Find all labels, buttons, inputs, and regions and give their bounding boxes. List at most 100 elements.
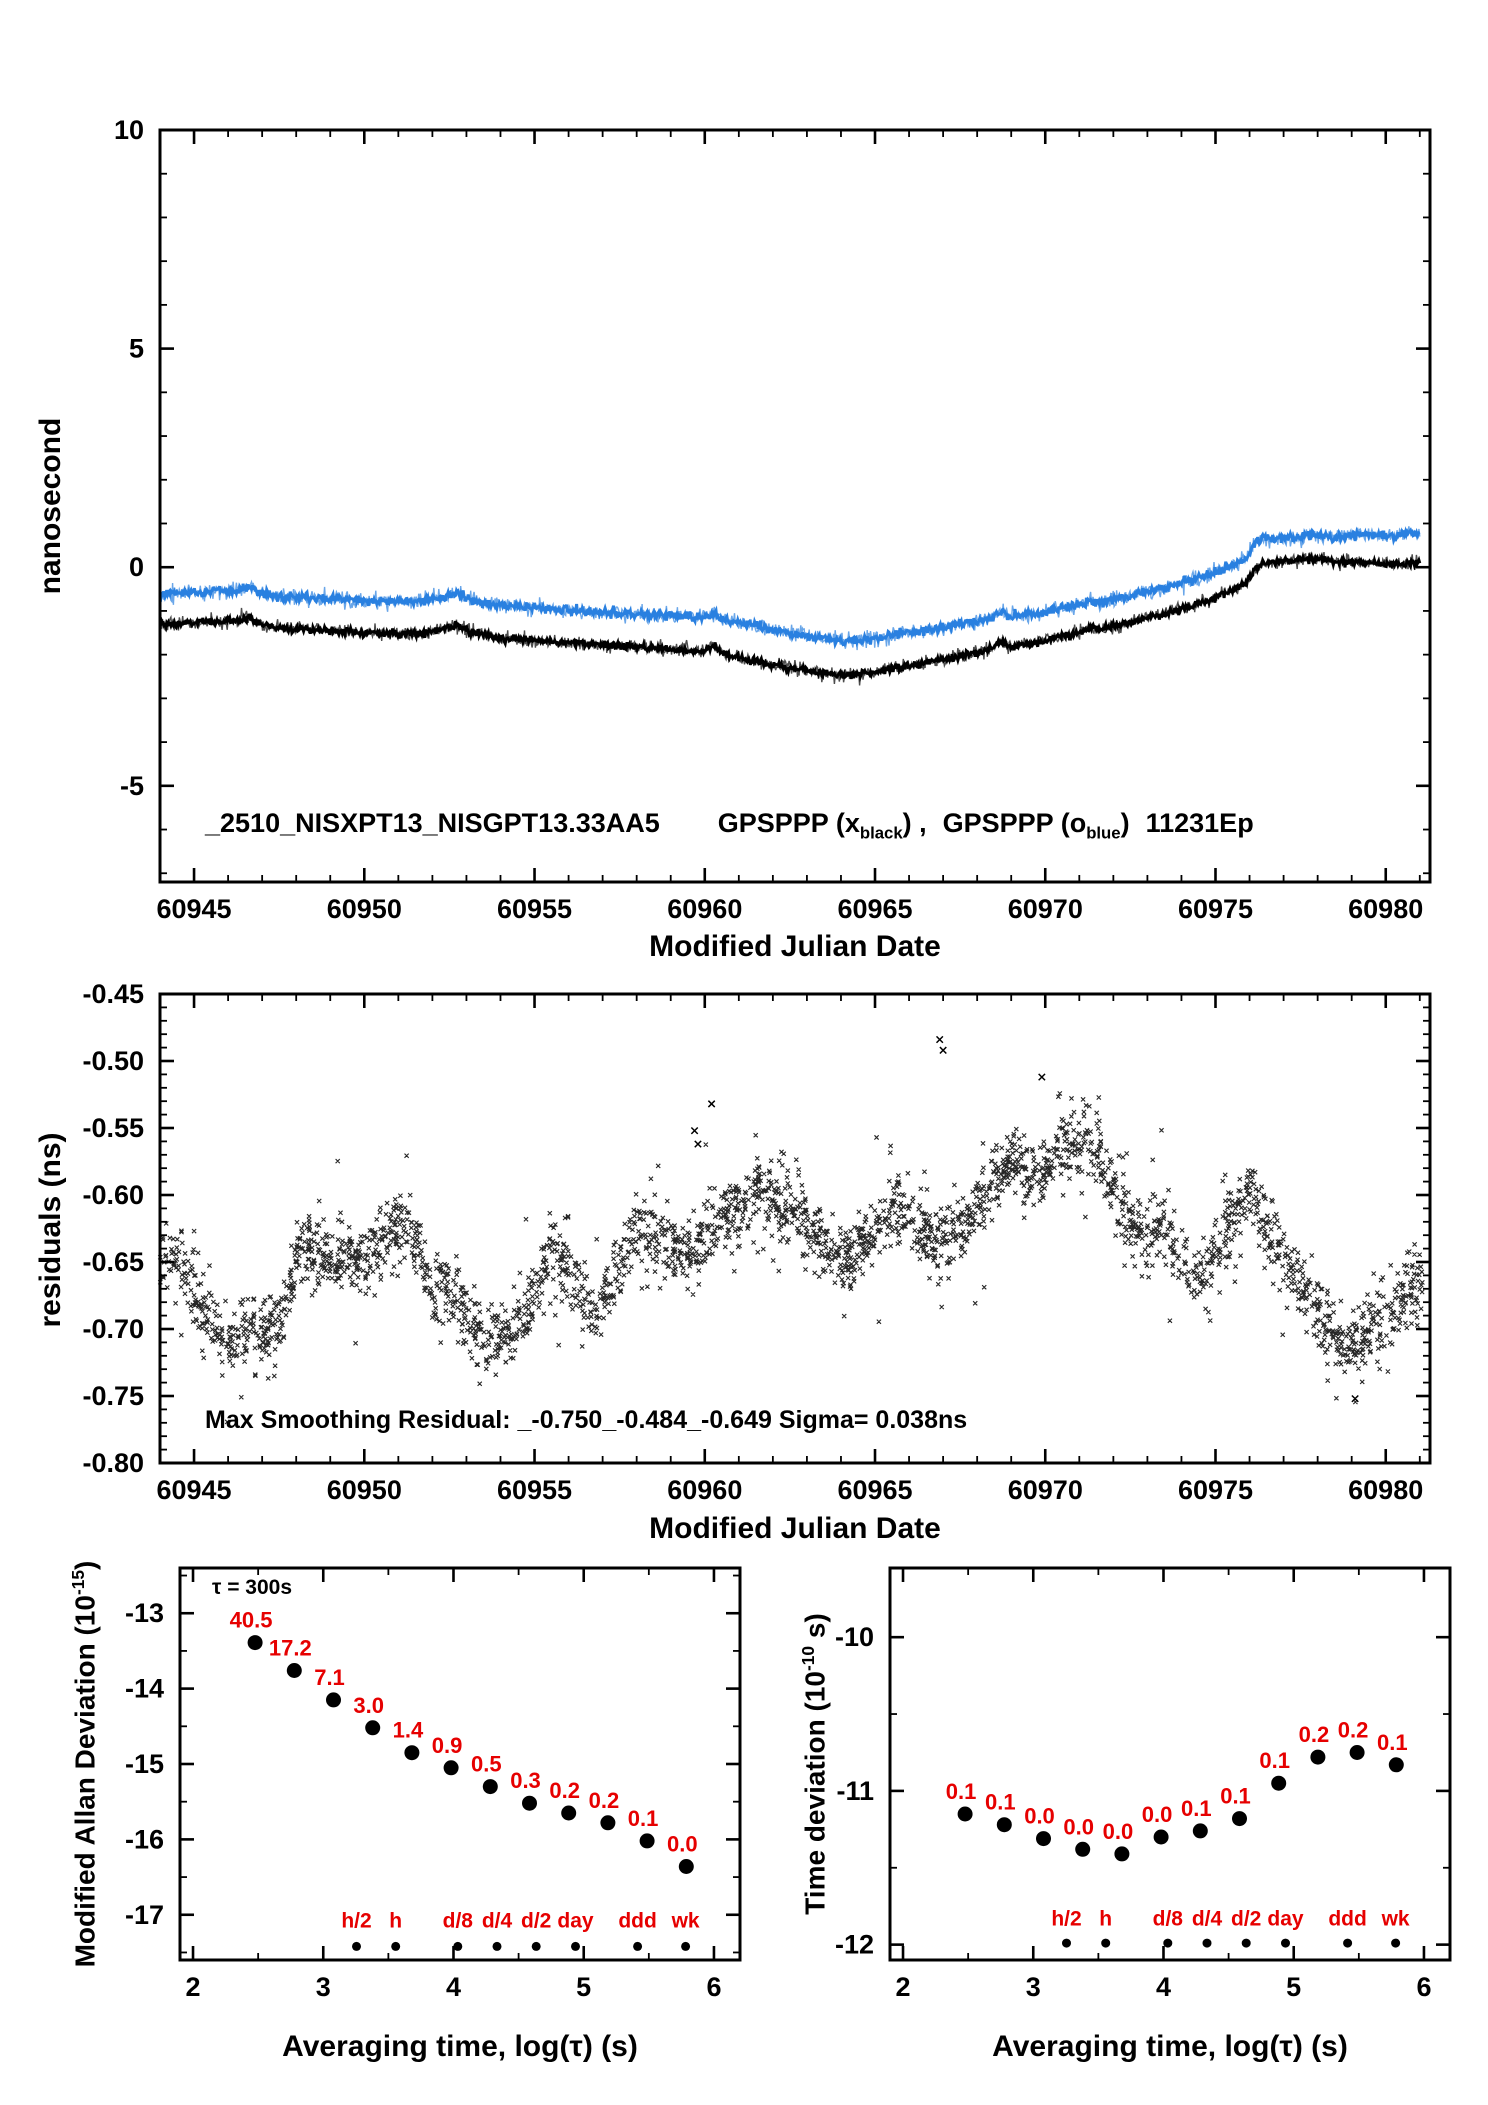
mdev-point: [443, 1760, 459, 1776]
tau-note: τ = 300s: [212, 1576, 293, 1599]
residuals-outliers: [690, 1035, 1359, 1403]
x-tick-label: 60965: [837, 894, 912, 924]
phase-trace-1: [159, 526, 1421, 651]
mdev-ylabel-exponent: -15: [68, 1569, 88, 1596]
x-tick-label: 60970: [1008, 894, 1083, 924]
y-tick-label: -0.75: [82, 1381, 144, 1411]
series1-label: GPSPPP (xblack) ,: [717, 808, 927, 842]
duration-marker: [1062, 1938, 1071, 1948]
mdev-y-axis-label: Modified Allan Deviation (10-15): [68, 1514, 101, 2014]
series1-prefix: GPSPPP (x: [717, 808, 860, 838]
mdev-point: [326, 1692, 341, 1708]
tdev-ylabel-exponent: -10: [798, 1645, 818, 1671]
station-pair-label: _2510_NISXPT13_NISGPT13.33AA5: [205, 808, 660, 838]
mdev-value-label: 40.5: [230, 1608, 273, 1633]
duration-label: day: [557, 1910, 594, 1933]
mdev-value-label: 1.4: [393, 1718, 424, 1743]
tdev-value-label: 0.2: [1338, 1718, 1369, 1743]
tdev-value-label: 0.1: [1377, 1730, 1408, 1755]
y-tick-label: -11: [836, 1776, 874, 1806]
mdev-ylabel-close: ): [69, 1560, 101, 1570]
y-tick-label: -5: [120, 771, 144, 801]
mdev-ylabel-text: Modified Allan Deviation (10: [69, 1595, 101, 1968]
duration-label: ddd: [1328, 1907, 1366, 1930]
tdev-value-label: 0.2: [1299, 1722, 1330, 1747]
duration-marker: [1163, 1938, 1173, 1948]
mdev-value-label: 0.3: [510, 1768, 541, 1793]
tdev-point: [1349, 1745, 1365, 1760]
x-tick-label: 60945: [156, 1475, 231, 1505]
tdev-point: [1232, 1811, 1247, 1827]
tdev-point: [957, 1806, 973, 1822]
x-tick-label: 60960: [667, 1475, 742, 1505]
x-tick-label: 60980: [1348, 1475, 1423, 1505]
duration-marker: [391, 1941, 401, 1951]
duration-marker: [1343, 1938, 1353, 1948]
tdev-point: [1153, 1829, 1169, 1845]
x-tick-label: 5: [576, 1972, 591, 2002]
phase-panel: 60945 60950 60955 60960 60965 60970 60975 60980…: [114, 115, 1432, 924]
y-tick-label: -15: [125, 1749, 164, 1779]
mdev-value-label: 0.5: [471, 1752, 502, 1777]
x-tick-label: 3: [1026, 1972, 1041, 2002]
phase-y-axis-label: nanosecond: [34, 417, 67, 595]
tdev-value-label: 0.0: [1142, 1802, 1173, 1827]
y-tick-label: 0: [129, 552, 144, 582]
duration-label: d/8: [443, 1910, 474, 1933]
tdev-value-label: 0.0: [1024, 1804, 1055, 1829]
duration-label: ddd: [618, 1910, 656, 1933]
duration-marker: [453, 1941, 463, 1951]
phase-annotation: _2510_NISXPT13_NISGPT13.33AA5 GPSPPP (xbl…: [205, 808, 1254, 843]
y-tick-label: -17: [125, 1900, 164, 1930]
x-tick-label: 4: [1156, 1972, 1171, 2002]
phase-frame: [158, 128, 1432, 884]
phase-trace-0: [159, 551, 1421, 686]
series2-label: GPSPPP (oblue): [943, 808, 1130, 842]
y-tick-label: -0.45: [82, 979, 144, 1009]
x-tick-label: 60975: [1178, 1475, 1253, 1505]
residuals-scatter: [157, 1091, 1425, 1425]
y-tick-label: -16: [125, 1824, 164, 1854]
tdev-point: [1114, 1846, 1130, 1862]
x-tick-label: 6: [1416, 1972, 1431, 2002]
x-tick-label: 60955: [497, 894, 572, 924]
mdev-point: [522, 1795, 537, 1811]
x-tick-label: 5: [1286, 1972, 1301, 2002]
residuals-annotation: Max Smoothing Residual: _-0.750_-0.484_-…: [205, 1406, 968, 1434]
residuals-x-axis-label: Modified Julian Date: [649, 1512, 941, 1545]
x-tick-label: 6: [706, 1972, 721, 2002]
tdev-point: [996, 1817, 1012, 1833]
series1-subscript: black: [859, 823, 903, 843]
mdev-frame: [178, 1566, 742, 1962]
tdev-frame: [888, 1566, 1452, 1962]
series1-suffix: ) ,: [902, 808, 927, 838]
duration-marker: [352, 1941, 361, 1951]
y-tick-label: -0.65: [82, 1247, 144, 1277]
y-tick-label: -10: [835, 1622, 874, 1652]
mdev-panel: 40.5 17.27.1 3.0 1.4 0.9 0.5 0.3 0.2 0.2 0.1 0.0 h/…: [125, 1566, 742, 2002]
mdev-value-label: 7.1: [314, 1665, 345, 1690]
duration-label: wk: [1381, 1907, 1410, 1930]
y-tick-label: 10: [114, 115, 144, 145]
y-tick-label: -0.50: [82, 1046, 144, 1076]
y-tick-label: -0.60: [82, 1180, 144, 1210]
duration-marker: [633, 1941, 643, 1951]
x-tick-label: 3: [316, 1972, 331, 2002]
tdev-ylabel-close: s): [799, 1613, 831, 1646]
mdev-point: [678, 1859, 694, 1874]
mdev-value-label: 0.2: [549, 1778, 580, 1803]
tdev-point: [1036, 1831, 1051, 1847]
mdev-point: [561, 1805, 577, 1821]
x-tick-label: 60965: [837, 1475, 912, 1505]
mdev-value-label: 17.2: [269, 1636, 312, 1661]
tdev-point: [1271, 1775, 1287, 1791]
duration-marker: [1202, 1938, 1212, 1948]
tdev-x-axis-label: Averaging time, log(τ) (s): [992, 2030, 1348, 2063]
tdev-value-label: 0.1: [1259, 1748, 1290, 1773]
mdev-point: [247, 1635, 263, 1651]
residuals-y-axis-label: residuals (ns): [34, 1132, 67, 1328]
duration-marker: [1281, 1938, 1290, 1948]
series2-suffix: ): [1120, 808, 1130, 838]
duration-label: h/2: [1051, 1907, 1081, 1930]
mdev-point: [365, 1720, 381, 1736]
